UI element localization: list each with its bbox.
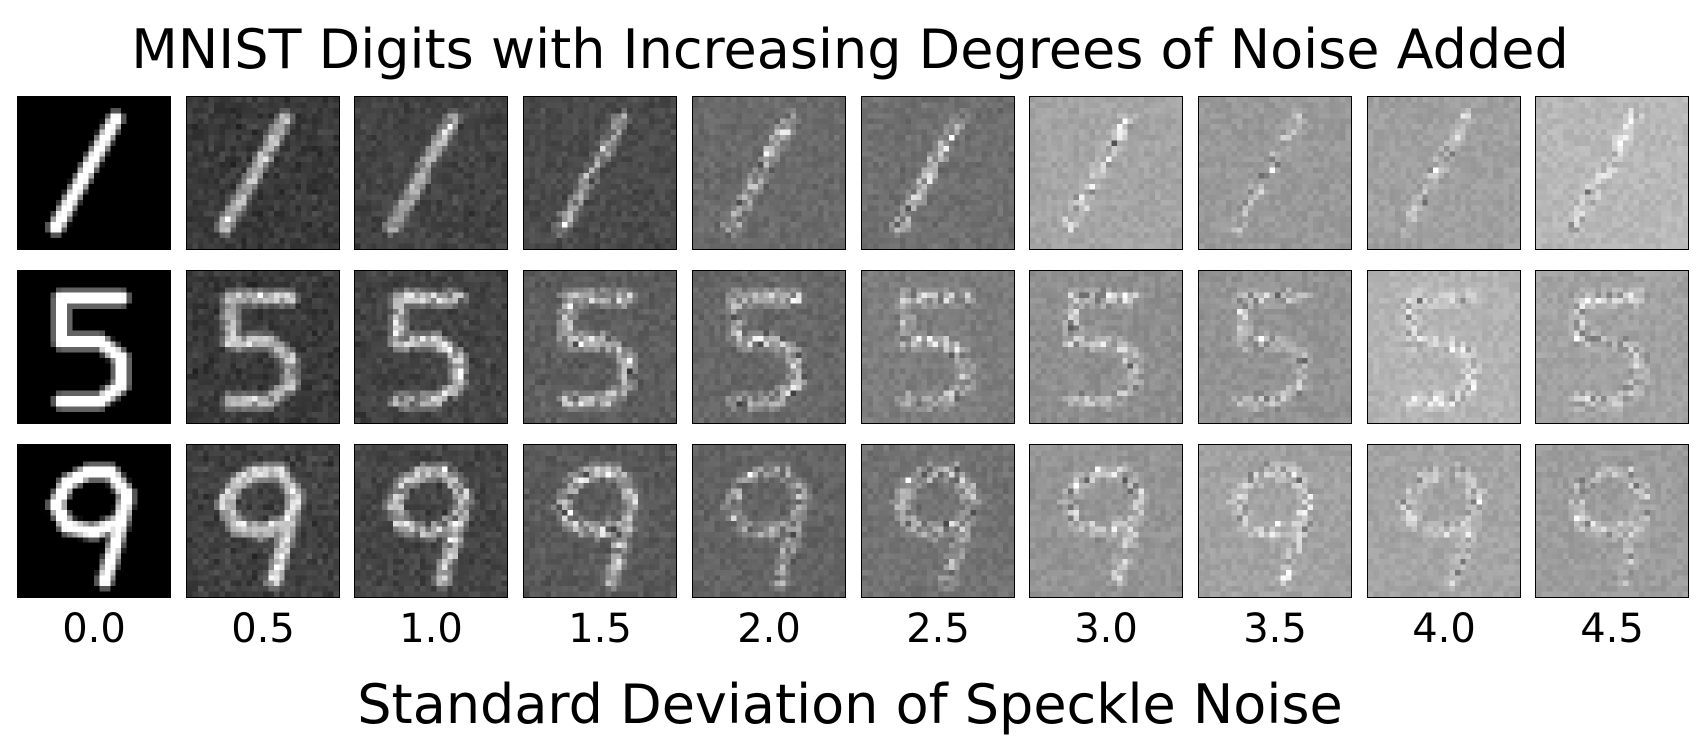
image-panel-digit-1-std-1.5 [523,96,677,250]
digit-image [18,445,170,597]
x-tick-label: 3.0 [1074,606,1138,652]
digit-image [524,271,676,423]
x-tick-label: 2.0 [737,606,801,652]
digit-image [18,271,170,423]
image-panel-digit-5-std-2.5 [861,270,1015,424]
image-panel-digit-1-std-1.0 [354,96,508,250]
digit-image [1030,271,1182,423]
image-panel-digit-5-std-0.0 [17,270,171,424]
image-panel-digit-1-std-3.0 [1029,96,1183,250]
digit-image [1030,445,1182,597]
image-panel-digit-9-std-4.0 [1367,444,1521,598]
image-panel-digit-5-std-3.5 [1198,270,1352,424]
digit-image [862,445,1014,597]
x-tick-label: 1.5 [568,606,632,652]
digit-image [1536,445,1688,597]
digit-image [355,97,507,249]
image-panel-digit-5-std-1.5 [523,270,677,424]
digit-image [1030,97,1182,249]
digit-image [1368,271,1520,423]
x-tick-label: 4.5 [1580,606,1644,652]
image-panel-digit-1-std-2.0 [692,96,846,250]
digit-image [187,445,339,597]
image-panel-digit-9-std-3.0 [1029,444,1183,598]
image-panel-digit-1-std-2.5 [861,96,1015,250]
x-tick-label: 2.5 [906,606,970,652]
image-panel-digit-9-std-3.5 [1198,444,1352,598]
image-panel-digit-1-std-0.0 [17,96,171,250]
image-panel-digit-1-std-4.0 [1367,96,1521,250]
image-panel-digit-9-std-0.0 [17,444,171,598]
image-panel-digit-5-std-2.0 [692,270,846,424]
x-tick-label: 1.0 [399,606,463,652]
image-panel-digit-9-std-2.0 [692,444,846,598]
digit-image [1536,97,1688,249]
digit-image [693,271,845,423]
digit-image [1199,271,1351,423]
digit-image [1368,97,1520,249]
image-panel-digit-9-std-4.5 [1535,444,1689,598]
digit-image [1536,271,1688,423]
digit-image [862,271,1014,423]
digit-image [355,271,507,423]
image-panel-digit-5-std-1.0 [354,270,508,424]
x-axis-label: Standard Deviation of Speckle Noise [357,673,1343,736]
x-tick-label: 3.5 [1243,606,1307,652]
image-panel-digit-1-std-0.5 [186,96,340,250]
digit-image [524,445,676,597]
digit-image [862,97,1014,249]
image-panel-digit-5-std-3.0 [1029,270,1183,424]
x-tick-label: 0.0 [62,606,126,652]
digit-image [187,97,339,249]
digit-image [187,271,339,423]
digit-image [1368,445,1520,597]
image-panel-digit-5-std-4.0 [1367,270,1521,424]
image-panel-digit-1-std-4.5 [1535,96,1689,250]
image-panel-digit-9-std-1.0 [354,444,508,598]
image-panel-digit-9-std-0.5 [186,444,340,598]
digit-image [1199,97,1351,249]
digit-image [693,445,845,597]
digit-image [1199,445,1351,597]
digit-image [18,97,170,249]
image-panel-digit-9-std-1.5 [523,444,677,598]
x-tick-label: 0.5 [231,606,295,652]
x-tick-label: 4.0 [1412,606,1476,652]
digit-image [524,97,676,249]
image-panel-digit-1-std-3.5 [1198,96,1352,250]
image-panel-digit-9-std-2.5 [861,444,1015,598]
image-panel-digit-5-std-0.5 [186,270,340,424]
digit-image [355,445,507,597]
digit-image [693,97,845,249]
image-panel-digit-5-std-4.5 [1535,270,1689,424]
chart-title: MNIST Digits with Increasing Degrees of … [131,18,1569,81]
